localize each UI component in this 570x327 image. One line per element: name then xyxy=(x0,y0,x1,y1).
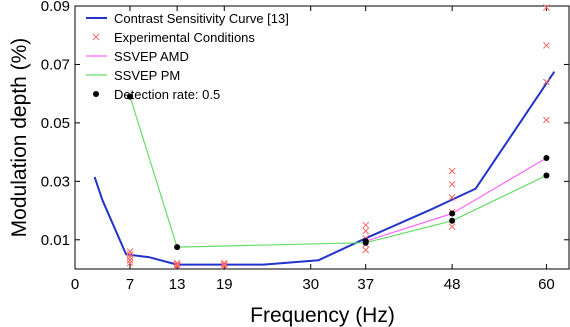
series-1-point xyxy=(173,259,181,267)
series-1-point xyxy=(362,221,370,229)
series-4-point xyxy=(449,210,456,217)
y-tick-label: 0.05 xyxy=(41,115,70,132)
y-tick-label: 0.01 xyxy=(41,232,70,249)
x-tick-label: 7 xyxy=(126,276,134,293)
x-axis-label: Frequency (Hz) xyxy=(250,304,395,327)
legend-item-4-swatch xyxy=(93,91,99,97)
series-1-point xyxy=(173,262,181,270)
x-marker-stroke xyxy=(92,33,100,41)
x-marker-stroke xyxy=(220,261,228,268)
x-tick-label: 48 xyxy=(444,276,461,293)
x-marker-stroke xyxy=(448,223,456,230)
y-tick-label: 0.03 xyxy=(41,173,70,190)
x-marker-stroke xyxy=(126,259,134,267)
x-marker-stroke xyxy=(543,42,550,49)
series-1-point xyxy=(126,259,134,267)
series-1-point xyxy=(220,262,228,270)
x-marker-stroke xyxy=(362,227,370,235)
x-marker-stroke xyxy=(543,4,550,11)
series-4-point xyxy=(543,172,550,179)
x-marker-stroke xyxy=(220,262,228,270)
x-marker-stroke xyxy=(126,256,134,264)
plot-frame xyxy=(74,5,570,270)
x-marker-stroke xyxy=(173,262,181,270)
x-tick-label: 13 xyxy=(169,276,186,293)
series-1-point xyxy=(543,116,550,124)
x-tick-label: 19 xyxy=(216,276,233,293)
series-1-point xyxy=(220,259,228,267)
legend-item-4: Detection rate: 0.5 xyxy=(93,87,220,102)
x-marker-stroke xyxy=(448,194,456,201)
series-4-point xyxy=(127,93,133,100)
series-4-point xyxy=(174,244,181,251)
series-1-point xyxy=(448,223,456,230)
series-2-line xyxy=(365,157,547,242)
x-marker-stroke xyxy=(448,167,456,175)
x-tick-label: 0 xyxy=(71,276,79,293)
x-marker-stroke xyxy=(362,246,370,254)
y-tick-label: 0.07 xyxy=(41,56,70,73)
x-marker-stroke xyxy=(220,259,228,267)
series-1-point xyxy=(543,4,550,11)
legend-item-2: SSVEP AMD xyxy=(86,49,189,64)
legend-item-0: Contrast Sensitivity Curve [13] xyxy=(86,11,289,26)
x-marker-stroke xyxy=(362,221,370,229)
series-layer xyxy=(93,4,556,270)
x-tick-label: 30 xyxy=(302,276,319,293)
legend-item-3: SSVEP PM xyxy=(86,68,180,83)
x-marker-stroke xyxy=(448,180,456,188)
series-4-point xyxy=(449,217,456,224)
x-marker-stroke xyxy=(126,248,134,255)
y-tick-label: 0.09 xyxy=(41,0,70,15)
series-1-point xyxy=(126,248,134,255)
series-4-point xyxy=(362,239,369,246)
legend-item-1-swatch xyxy=(92,33,100,41)
legend-item-3-label: SSVEP PM xyxy=(114,68,180,83)
series-3-line xyxy=(129,96,547,248)
x-marker-stroke xyxy=(126,251,134,258)
series-1-point xyxy=(448,180,456,188)
series-1-point xyxy=(448,194,456,201)
y-axis-label: Modulation depth (%) xyxy=(8,38,31,238)
legend-item-4-label: Detection rate: 0.5 xyxy=(114,87,220,102)
series-1-point xyxy=(362,227,370,235)
series-1-point xyxy=(126,251,134,258)
x-marker-stroke xyxy=(173,259,181,267)
x-tick-label: 37 xyxy=(357,276,374,293)
series-1-point xyxy=(126,256,134,264)
x-marker-stroke xyxy=(543,116,550,124)
x-marker-stroke xyxy=(173,261,181,268)
legend-item-2-label: SSVEP AMD xyxy=(114,49,189,64)
legend-item-1-label: Experimental Conditions xyxy=(114,30,255,45)
series-1-point xyxy=(220,261,228,268)
series-1-point xyxy=(126,253,134,261)
legend: Contrast Sensitivity Curve [13] Experimen… xyxy=(86,11,289,102)
x-tick-label: 60 xyxy=(538,276,555,293)
x-marker-stroke xyxy=(543,78,550,86)
x-marker-stroke xyxy=(126,253,134,261)
axes: 0 7 13 19 30 37 48 60 0.01 0.03 0.05 0.07 0.09 xyxy=(41,0,570,293)
series-1-point xyxy=(448,167,456,175)
series-0-line xyxy=(93,71,556,266)
series-4-point xyxy=(543,154,550,161)
series-1-point xyxy=(543,42,550,49)
legend-item-1: Experimental Conditions xyxy=(92,30,255,45)
series-1-point xyxy=(362,246,370,254)
series-1-point xyxy=(173,261,181,268)
legend-item-0-label: Contrast Sensitivity Curve [13] xyxy=(114,11,289,26)
series-1-point xyxy=(543,78,550,86)
